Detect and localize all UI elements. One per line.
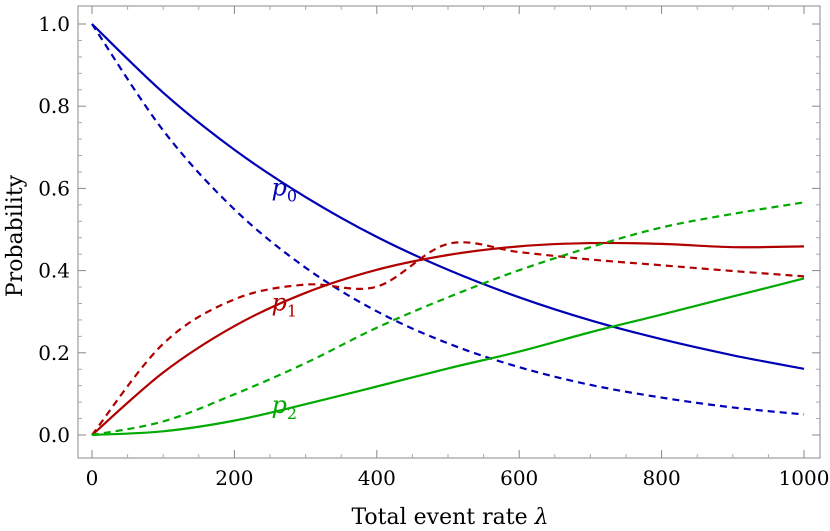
x-tick-label: 400 bbox=[358, 466, 396, 490]
series-p1-solid bbox=[91, 241, 805, 436]
curve-label-p1: p1 bbox=[271, 288, 297, 320]
y-tick-label: 0.8 bbox=[38, 94, 70, 118]
series-p1-dashed bbox=[91, 241, 805, 436]
y-axis-title: Probability bbox=[3, 174, 28, 297]
x-tick-label: 600 bbox=[500, 466, 538, 490]
y-tick-label: 0.0 bbox=[38, 423, 70, 447]
x-tick-label: 800 bbox=[643, 466, 681, 490]
series-p2-dashed bbox=[91, 201, 805, 437]
x-tick-label: 1000 bbox=[779, 466, 830, 490]
y-tick-label: 0.4 bbox=[38, 259, 70, 283]
series-p0-dashed bbox=[91, 23, 805, 416]
x-tick-label: 0 bbox=[86, 466, 99, 490]
series-p0-solid bbox=[91, 23, 805, 370]
x-tick-label: 200 bbox=[215, 466, 253, 490]
curve-label-p0: p0 bbox=[271, 173, 297, 205]
curve-label-p2: p2 bbox=[271, 391, 297, 423]
x-axis-title: Total event rate λ bbox=[351, 505, 548, 530]
y-tick-label: 0.2 bbox=[38, 341, 70, 365]
plot-frame bbox=[77, 5, 821, 459]
series-p2-solid bbox=[91, 277, 805, 437]
y-tick-label: 0.6 bbox=[38, 176, 70, 200]
y-tick-label: 1.0 bbox=[38, 12, 70, 36]
